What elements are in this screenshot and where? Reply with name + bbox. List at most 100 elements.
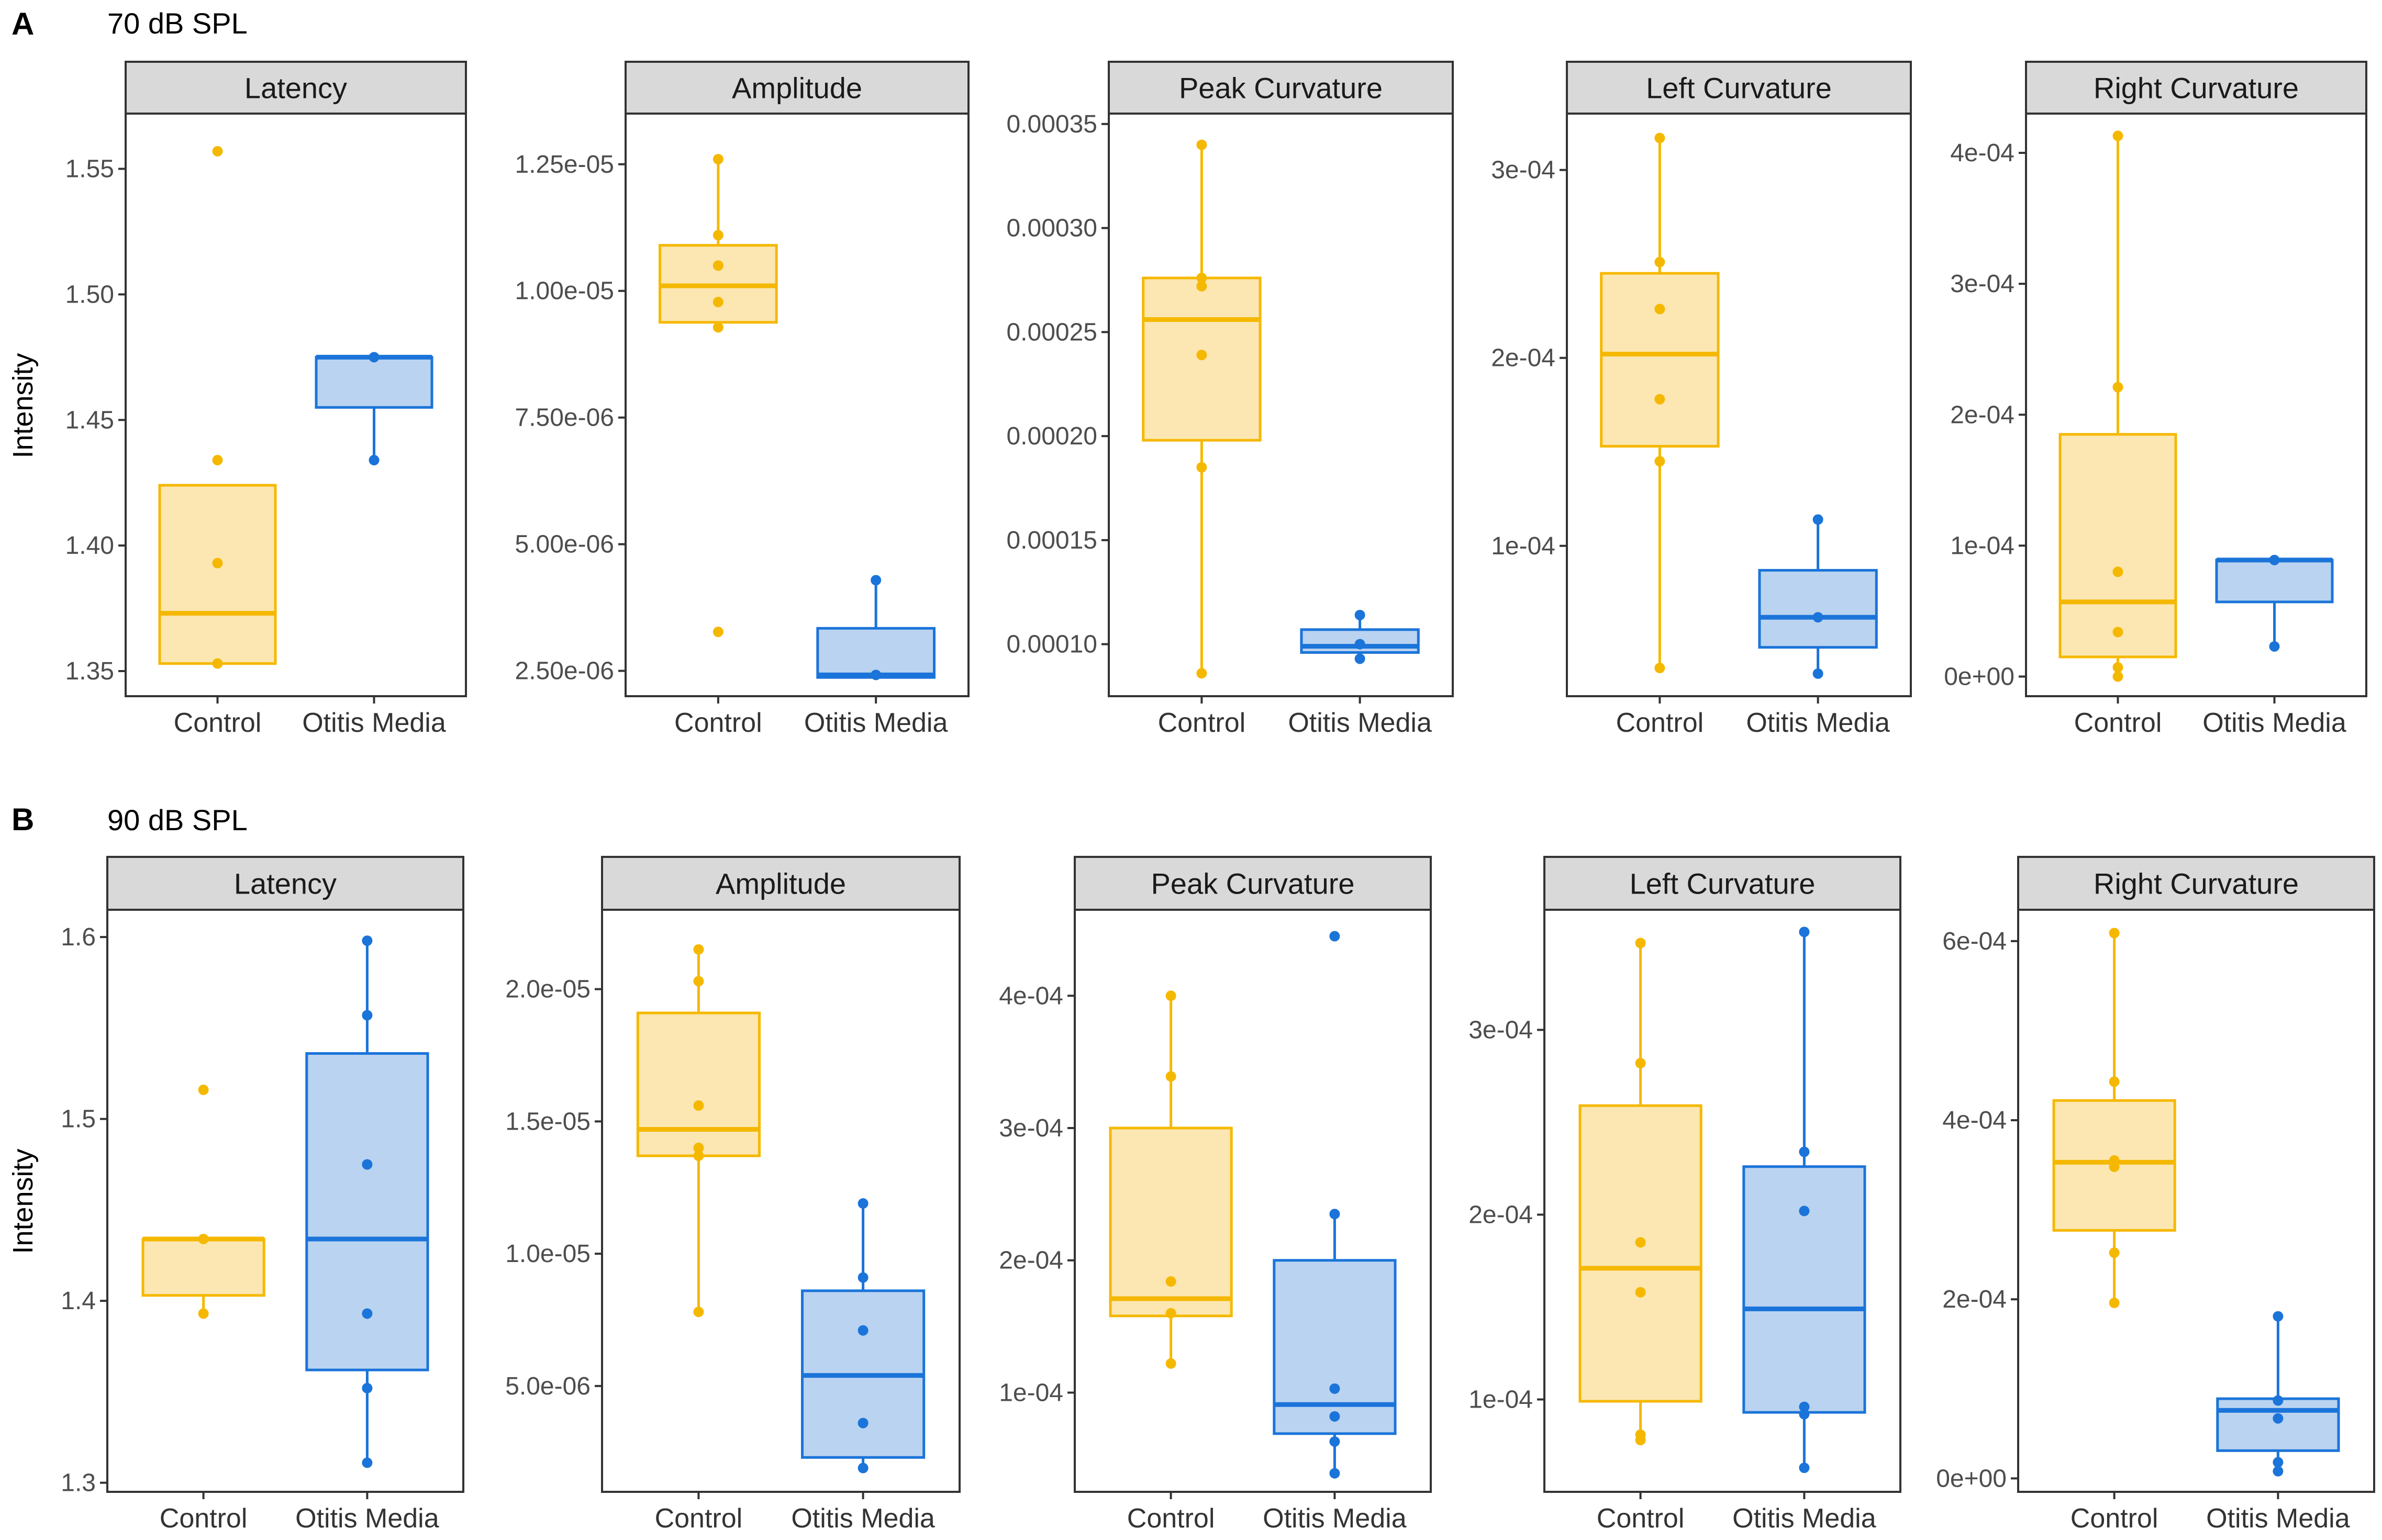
facet-strip	[601, 856, 961, 911]
control-point	[1196, 350, 1207, 361]
facet-b-right-curvature: Right Curvature 0e+00 2e-04 4e-04 6e-04 Contr…	[1936, 856, 2375, 1534]
x-tick-label: Control	[1597, 1503, 1685, 1534]
control-point	[713, 627, 723, 638]
x-tick-label: Control	[674, 708, 762, 738]
y-tick-label: 2e-04	[1491, 344, 1555, 372]
x-tick-label: Otitis Media	[302, 708, 446, 738]
control-point	[2112, 662, 2123, 673]
y-tick-label: 1.25e-05	[515, 151, 615, 178]
control-point	[1165, 990, 1176, 1001]
otitis-media-point	[858, 1463, 869, 1474]
otitis-media-point	[369, 352, 380, 363]
otitis-media-point	[1812, 514, 1823, 525]
control-point	[1654, 132, 1665, 143]
facet-b-left-curvature: Left Curvature 1e-04 2e-04 3e-04 Control Otit…	[1468, 856, 1901, 1534]
facet-b-latency: Latency 1.3 1.4 1.5 1.6 Control Otitis Media	[61, 856, 464, 1534]
otitis-media-point	[1812, 612, 1823, 623]
y-tick-label: 4e-04	[1942, 1107, 2007, 1134]
facet-strip	[1074, 856, 1432, 911]
y-tick-label: 1e-04	[999, 1379, 1063, 1407]
control-point	[713, 260, 723, 271]
control-point	[1654, 394, 1665, 405]
control-point	[198, 1308, 209, 1319]
facet-strip	[2017, 856, 2375, 911]
otitis-media-box	[2215, 559, 2334, 604]
control-box	[636, 1011, 761, 1157]
control-point	[1635, 1237, 1646, 1248]
y-tick-label: 7.50e-06	[515, 404, 615, 432]
control-point	[212, 557, 223, 568]
otitis-media-point	[362, 1010, 373, 1021]
facet-title: Peak Curvature	[1179, 72, 1383, 105]
control-point	[2109, 1247, 2120, 1258]
panel-b-label: B	[12, 802, 34, 837]
control-point	[1635, 1429, 1646, 1440]
y-tick-label: 1.6	[61, 923, 96, 951]
control-box	[1109, 1126, 1233, 1318]
otitis-media-point	[362, 1308, 373, 1319]
otitis-media-point	[2273, 1466, 2284, 1477]
panel-border	[1108, 113, 1454, 697]
control-point	[2109, 928, 2120, 939]
control-point	[1654, 456, 1665, 467]
control-point	[2112, 627, 2123, 638]
control-point	[693, 1100, 704, 1111]
y-tick-label: 4e-04	[999, 982, 1063, 1010]
otitis-media-box	[816, 627, 936, 679]
y-tick-label: 1.5	[61, 1106, 96, 1133]
control-point	[212, 146, 223, 157]
control-point	[713, 322, 723, 333]
control-point	[1635, 938, 1646, 948]
x-tick-label: Control	[1158, 708, 1246, 738]
y-tick-label: 0.00020	[1006, 422, 1097, 450]
panel-border	[601, 909, 961, 1493]
facet-strip	[2025, 61, 2367, 115]
y-tick-label: 3e-04	[1950, 270, 2014, 298]
facet-title: Left Curvature	[1630, 867, 1816, 900]
control-point	[693, 1307, 704, 1318]
otitis-media-point	[362, 1159, 373, 1170]
panel-b-title: 90 dB SPL	[107, 804, 248, 836]
x-tick-label: Control	[174, 708, 262, 738]
x-tick-label: Control	[2074, 708, 2162, 738]
otitis-media-point	[2269, 641, 2280, 652]
control-point	[693, 1142, 704, 1153]
control-point	[1196, 281, 1207, 292]
control-point	[212, 658, 223, 669]
x-tick-label: Control	[2071, 1503, 2158, 1534]
otitis-media-point	[1329, 1209, 1340, 1220]
otitis-media-point	[871, 669, 882, 680]
control-point	[198, 1233, 209, 1244]
facet-a-peak-curvature: Peak Curvature 0.00010 0.00015 0.00020 0.000…	[1006, 61, 1454, 738]
otitis-media-point	[2273, 1395, 2284, 1406]
facet-title: Amplitude	[716, 867, 846, 900]
otitis-media-box	[315, 355, 433, 409]
otitis-media-point	[1329, 1468, 1340, 1479]
panel-border	[1543, 909, 1901, 1493]
facet-title: Peak Curvature	[1151, 867, 1354, 900]
x-tick-label: Control	[160, 1503, 248, 1534]
control-box	[2058, 433, 2177, 659]
control-point	[713, 154, 723, 165]
otitis-media-point	[1799, 1409, 1810, 1420]
y-tick-label: 2e-04	[1942, 1286, 2007, 1313]
control-point	[1654, 304, 1665, 315]
panel-border	[106, 909, 464, 1493]
x-tick-label: Otitis Media	[1263, 1503, 1407, 1534]
control-point	[2112, 671, 2123, 682]
y-tick-label: 5.0e-06	[505, 1372, 591, 1400]
x-tick-label: Otitis Media	[804, 708, 948, 738]
otitis-media-point	[1329, 1383, 1340, 1394]
otitis-media-point	[1799, 1146, 1810, 1157]
otitis-media-point	[1354, 639, 1365, 650]
panel-border	[1566, 113, 1912, 697]
y-tick-label: 2e-04	[1950, 401, 2014, 429]
panel-border	[2017, 909, 2375, 1493]
control-point	[2112, 130, 2123, 141]
control-box	[1600, 272, 1720, 448]
facet-a-left-curvature: Left Curvature 1e-04 2e-04 3e-04 Control Otit…	[1491, 61, 1912, 738]
facet-b-peak-curvature: Peak Curvature 1e-04 2e-04 3e-04 4e-04 Contro…	[999, 856, 1432, 1534]
control-point	[1635, 1287, 1646, 1298]
y-tick-label: 1.3	[61, 1469, 96, 1497]
facet-title: Latency	[234, 867, 337, 900]
